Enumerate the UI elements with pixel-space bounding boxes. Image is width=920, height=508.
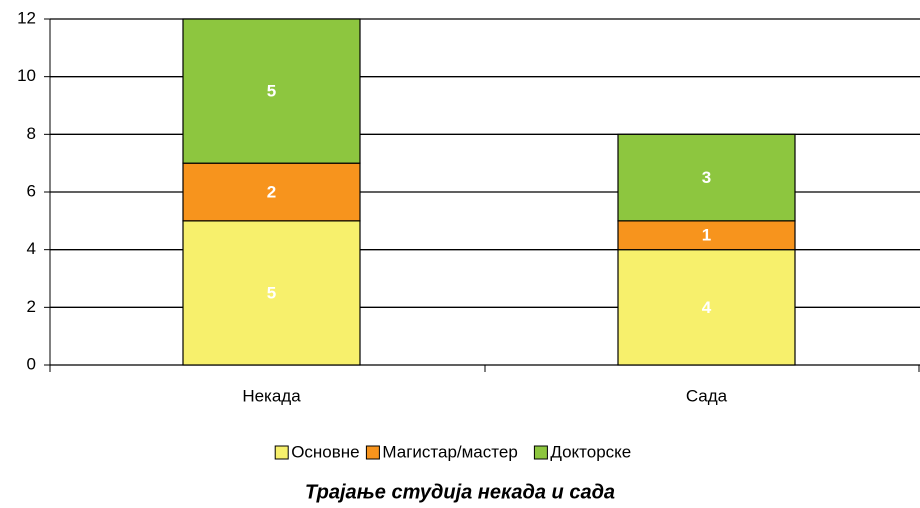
value-label: 1 bbox=[702, 226, 711, 245]
value-label: 3 bbox=[702, 168, 711, 187]
value-label: 4 bbox=[702, 298, 712, 317]
bar-segment bbox=[617, 220, 796, 251]
y-tick-label: 8 bbox=[27, 124, 36, 143]
legend-swatch bbox=[365, 445, 380, 460]
y-tick-label: 0 bbox=[27, 354, 36, 373]
y-tick-label: 2 bbox=[27, 297, 36, 316]
legend-swatch bbox=[533, 445, 548, 460]
y-tick-label: 6 bbox=[27, 181, 36, 200]
legend-label: Докторске bbox=[550, 442, 631, 461]
value-label: 2 bbox=[267, 182, 276, 201]
value-label: 5 bbox=[267, 283, 276, 302]
y-tick-label: 10 bbox=[17, 66, 36, 85]
legend-swatch bbox=[274, 445, 289, 460]
legend-label: Основне bbox=[291, 442, 359, 461]
y-tick-label: 4 bbox=[27, 239, 36, 258]
x-tick-label: Некада bbox=[242, 386, 301, 405]
bar-segment bbox=[182, 18, 361, 164]
value-label: 5 bbox=[267, 82, 276, 101]
x-tick-label: Сада bbox=[686, 386, 728, 405]
y-tick-label: 12 bbox=[17, 8, 36, 27]
bar-segment bbox=[617, 133, 796, 222]
legend-label: Магистар/мастер bbox=[382, 442, 517, 461]
bar-segment bbox=[617, 249, 796, 366]
chart-title: Трајање студија некада и сада bbox=[305, 481, 615, 503]
